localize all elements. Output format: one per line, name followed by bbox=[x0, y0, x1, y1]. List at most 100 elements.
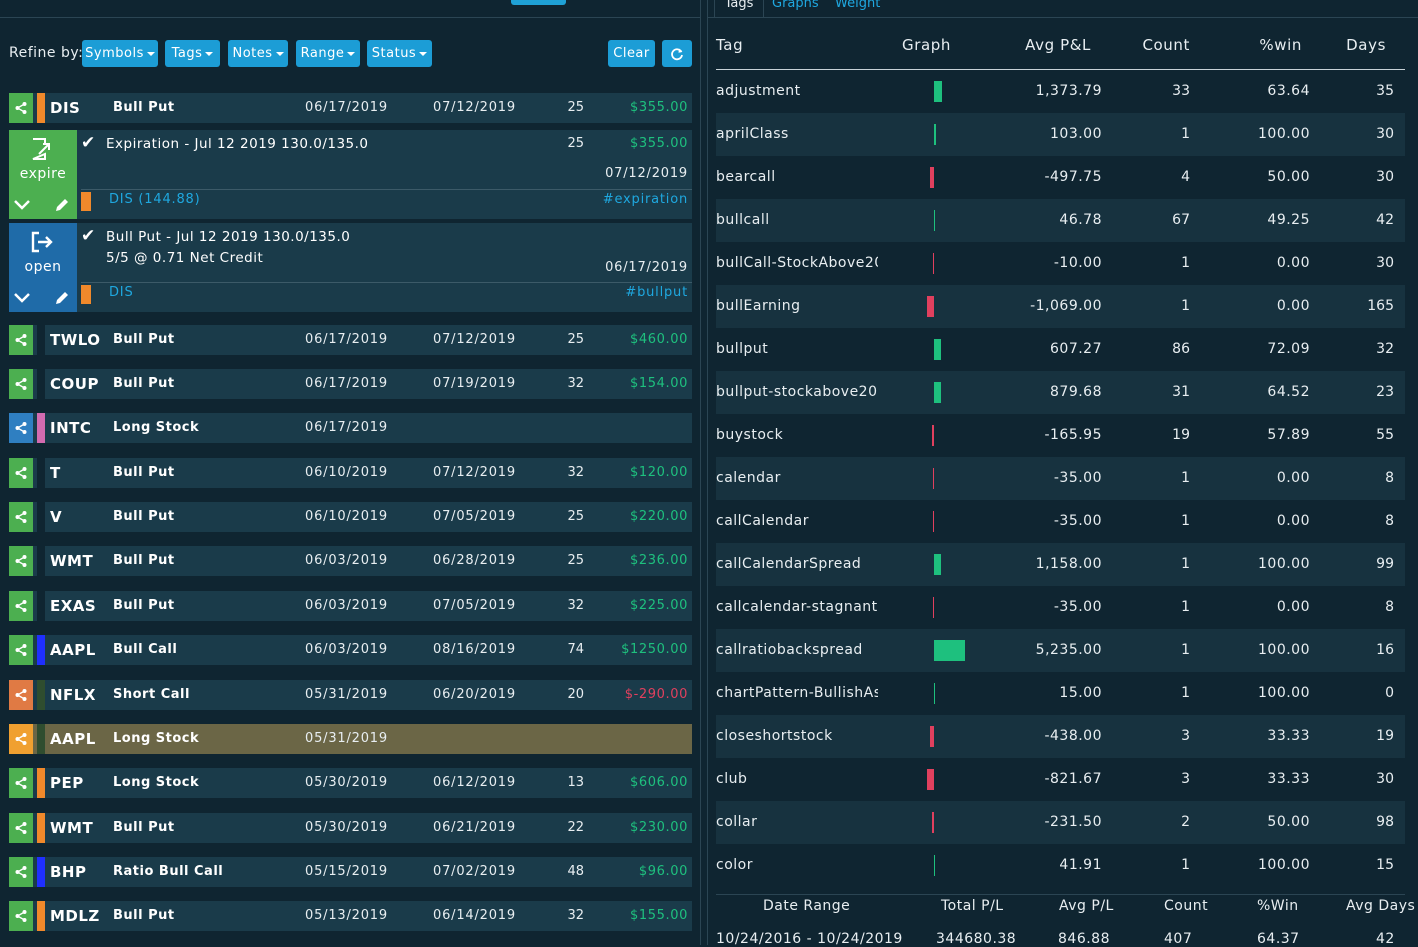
trade-row-dis[interactable]: DIS Bull Put 06/17/2019 07/12/2019 25 $3… bbox=[9, 93, 692, 123]
trade-symbol: EXAS bbox=[50, 597, 97, 615]
trade-symbol: WMT bbox=[50, 819, 94, 837]
trade-row[interactable]: NFLX Short Call 05/31/2019 06/20/2019 20 $-29… bbox=[9, 680, 692, 710]
tag-row[interactable]: bearcall -497.75 4 50.00 30 bbox=[716, 156, 1405, 199]
tag-row[interactable]: bullput 607.27 86 72.09 32 bbox=[716, 328, 1405, 371]
avg-days: 30 bbox=[1376, 771, 1394, 787]
col-header-tag[interactable]: Tag bbox=[716, 36, 744, 54]
chevron-down-icon[interactable] bbox=[13, 198, 31, 212]
share-icon[interactable] bbox=[9, 857, 33, 887]
share-icon[interactable] bbox=[9, 546, 33, 576]
trade-row[interactable]: EXAS Bull Put 06/03/2019 07/05/2019 32 $225.0… bbox=[9, 591, 692, 621]
share-icon[interactable] bbox=[9, 901, 33, 931]
leg-symbol-link[interactable]: DIS bbox=[109, 285, 134, 300]
share-icon[interactable] bbox=[9, 768, 33, 798]
trade-row[interactable]: MDLZ Bull Put 05/13/2019 06/14/2019 32 $155.0… bbox=[9, 901, 692, 931]
win-percent: 100.00 bbox=[1258, 126, 1310, 142]
tab-weight[interactable]: Weight bbox=[835, 0, 881, 11]
trade-row[interactable]: BHP Ratio Bull Call 05/15/2019 07/02/2019 48… bbox=[9, 857, 692, 887]
expire-action[interactable]: expire bbox=[9, 130, 77, 219]
trade-row[interactable]: V Bull Put 06/10/2019 07/05/2019 25 $220.00 bbox=[9, 502, 692, 532]
col-header-win[interactable]: %win bbox=[1259, 36, 1302, 54]
share-icon[interactable] bbox=[9, 458, 33, 488]
win-percent: 0.00 bbox=[1276, 513, 1310, 529]
share-icon[interactable] bbox=[9, 813, 33, 843]
tag-row[interactable]: callcalendar-stagnantchart -35.00 1 0.00 8 bbox=[716, 586, 1405, 629]
pl-graph-bar bbox=[933, 597, 934, 618]
chevron-down-icon[interactable] bbox=[13, 291, 31, 305]
tag-row[interactable]: callratiobackspread 5,235.00 1 100.00 16 bbox=[716, 629, 1405, 672]
col-header-days[interactable]: Days bbox=[1346, 36, 1386, 54]
trade-strategy: Bull Put bbox=[113, 376, 175, 391]
tag-row[interactable]: club -821.67 3 33.33 30 bbox=[716, 758, 1405, 801]
pencil-icon[interactable] bbox=[53, 196, 71, 214]
share-icon[interactable] bbox=[9, 635, 33, 665]
status-filter-button[interactable]: Status bbox=[367, 40, 432, 67]
tag-row[interactable]: aprilClass 103.00 1 100.00 30 bbox=[716, 113, 1405, 156]
color-tag-bar bbox=[81, 192, 91, 211]
tag-name: callCalendar bbox=[716, 513, 810, 529]
leg-tag-link[interactable]: #expiration bbox=[602, 192, 688, 207]
trade-row[interactable]: TWLO Bull Put 06/17/2019 07/12/2019 25 $460.0… bbox=[9, 325, 692, 355]
share-icon[interactable] bbox=[9, 93, 33, 123]
share-icon[interactable] bbox=[9, 413, 33, 443]
share-icon[interactable] bbox=[9, 680, 33, 710]
trade-pl: $460.00 bbox=[630, 332, 688, 347]
trade-row[interactable]: INTC Long Stock 06/17/2019 bbox=[9, 413, 692, 443]
share-icon[interactable] bbox=[9, 724, 33, 754]
trade-strategy: Bull Put bbox=[113, 509, 175, 524]
tag-row[interactable]: bullput-stockabove200sma 879.68 31 64.52 23 bbox=[716, 371, 1405, 414]
avg-days: 23 bbox=[1376, 384, 1394, 400]
col-header-avg[interactable]: Avg P&L bbox=[1025, 36, 1091, 54]
pencil-icon[interactable] bbox=[53, 289, 71, 307]
trade-strategy: Bull Put bbox=[113, 908, 175, 923]
open-action[interactable]: open bbox=[9, 223, 77, 312]
tag-row[interactable]: bullcall 46.78 67 49.25 42 bbox=[716, 199, 1405, 242]
tag-row[interactable]: chartPattern-BullishAscending 15.00 1 100.0… bbox=[716, 672, 1405, 715]
tag-row[interactable]: closeshortstock -438.00 3 33.33 19 bbox=[716, 715, 1405, 758]
refresh-button[interactable] bbox=[662, 40, 692, 67]
clear-button[interactable]: Clear bbox=[608, 40, 655, 67]
close-date: 07/02/2019 bbox=[433, 864, 516, 879]
color-tag-bar bbox=[37, 413, 45, 443]
tag-row[interactable]: bullEarning -1,069.00 1 0.00 165 bbox=[716, 285, 1405, 328]
share-icon[interactable] bbox=[9, 502, 33, 532]
win-percent: 0.00 bbox=[1276, 255, 1310, 271]
range-filter-button[interactable]: Range bbox=[296, 40, 360, 67]
trade-count: 2 bbox=[1181, 814, 1190, 830]
trade-row[interactable]: WMT Bull Put 05/30/2019 06/21/2019 22 $230.00 bbox=[9, 813, 692, 843]
leg-date: 06/17/2019 bbox=[605, 260, 688, 275]
tag-row[interactable]: buystock -165.95 19 57.89 55 bbox=[716, 414, 1405, 457]
trade-row[interactable]: T Bull Put 06/10/2019 07/12/2019 32 $120.00 bbox=[9, 458, 692, 488]
trade-row[interactable]: PEP Long Stock 05/30/2019 06/12/2019 13 $606.… bbox=[9, 768, 692, 798]
tag-row[interactable]: collar -231.50 2 50.00 98 bbox=[716, 801, 1405, 844]
tag-row[interactable]: adjustment 1,373.79 33 63.64 35 bbox=[716, 70, 1405, 113]
win-percent: 50.00 bbox=[1267, 169, 1310, 185]
share-icon[interactable] bbox=[9, 325, 33, 355]
share-icon[interactable] bbox=[9, 591, 33, 621]
tab-graphs[interactable]: Graphs bbox=[772, 0, 819, 11]
symbols-filter-button[interactable]: Symbols bbox=[82, 40, 158, 67]
tag-row[interactable]: callCalendarSpread 1,158.00 1 100.00 99 bbox=[716, 543, 1405, 586]
trade-row[interactable]: AAPL Long Stock 05/31/2019 bbox=[9, 724, 692, 754]
tab-tags[interactable]: Tags bbox=[714, 0, 764, 17]
trade-row[interactable]: COUP Bull Put 06/17/2019 07/19/2019 32 $154.0… bbox=[9, 369, 692, 399]
trade-row[interactable]: WMT Bull Put 06/03/2019 06/28/2019 25 $236.00 bbox=[9, 546, 692, 576]
notes-filter-button[interactable]: Notes bbox=[228, 40, 288, 67]
leg-tag-link[interactable]: #bullput bbox=[625, 285, 688, 300]
share-icon[interactable] bbox=[9, 369, 33, 399]
pl-graph-bar bbox=[933, 468, 934, 489]
tags-filter-button[interactable]: Tags bbox=[165, 40, 220, 67]
leg-footer: DIS #bullput bbox=[81, 282, 692, 305]
col-header-count[interactable]: Count bbox=[1142, 36, 1190, 54]
tag-row[interactable]: color 41.91 1 100.00 15 bbox=[716, 844, 1405, 887]
top-tab-indicator[interactable] bbox=[511, 0, 566, 5]
tag-row[interactable]: calendar -35.00 1 0.00 8 bbox=[716, 457, 1405, 500]
leg-symbol-link[interactable]: DIS (144.88) bbox=[109, 192, 201, 207]
expire-leg: expire ✔ Expiration - Jul 12 2019 130.0/… bbox=[9, 130, 692, 219]
summary-win: 64.37 bbox=[1257, 931, 1300, 947]
trade-pl: $1250.00 bbox=[621, 642, 688, 657]
trade-row[interactable]: AAPL Bull Call 06/03/2019 08/16/2019 74 $1250… bbox=[9, 635, 692, 665]
color-tag-bar bbox=[37, 93, 45, 123]
tag-row[interactable]: callCalendar -35.00 1 0.00 8 bbox=[716, 500, 1405, 543]
tag-row[interactable]: bullCall-StockAbove200SMA -10.00 1 0.00 30 bbox=[716, 242, 1405, 285]
